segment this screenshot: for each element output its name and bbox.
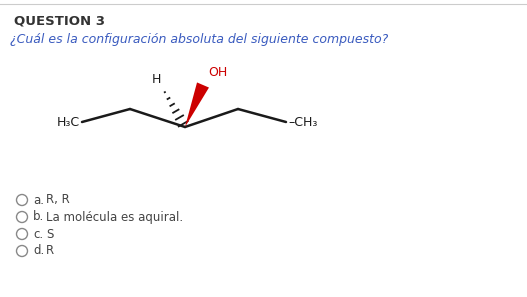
Text: H₃C: H₃C xyxy=(57,116,80,129)
Polygon shape xyxy=(185,83,209,127)
Text: OH: OH xyxy=(208,66,227,79)
Text: R, R: R, R xyxy=(46,194,70,206)
Text: La molécula es aquiral.: La molécula es aquiral. xyxy=(46,211,183,224)
Text: d.: d. xyxy=(33,244,44,257)
Text: S: S xyxy=(46,228,53,241)
Text: b.: b. xyxy=(33,211,44,224)
Text: a.: a. xyxy=(33,194,44,206)
Text: c.: c. xyxy=(33,228,43,241)
Text: –CH₃: –CH₃ xyxy=(288,116,317,129)
Text: H: H xyxy=(152,73,161,86)
Text: R: R xyxy=(46,244,54,257)
Text: ¿Cuál es la configuración absoluta del siguiente compuesto?: ¿Cuál es la configuración absoluta del s… xyxy=(10,33,388,46)
Text: QUESTION 3: QUESTION 3 xyxy=(14,14,105,27)
